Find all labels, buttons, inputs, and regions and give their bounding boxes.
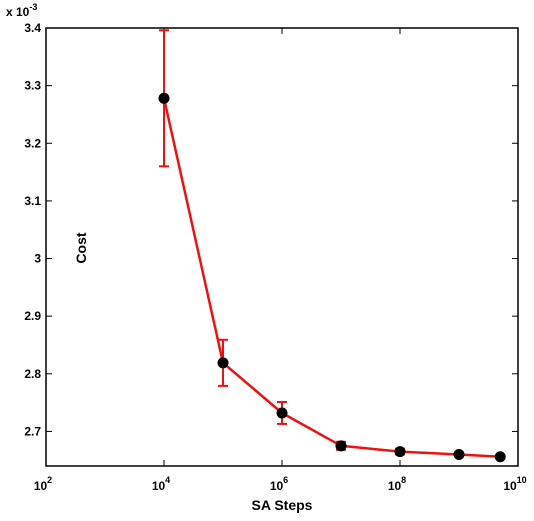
data-point xyxy=(335,440,347,452)
y-tick-label: 3.4 xyxy=(24,21,41,35)
plot-area-frame xyxy=(45,27,519,467)
x-axis-ticks: 102 104 106 108 1010 xyxy=(34,28,527,493)
y-tick-label: 2.9 xyxy=(24,309,41,323)
series-group xyxy=(158,29,506,463)
y-axis-label: Cost xyxy=(73,232,89,263)
y-tick-label: 3.2 xyxy=(24,136,41,150)
y-tick-label: 2.8 xyxy=(24,367,41,381)
x-tick-label: 1010 xyxy=(503,475,526,493)
x-tick-label: 102 xyxy=(34,475,52,493)
x-tick-label: 106 xyxy=(270,475,288,493)
data-point xyxy=(394,446,406,458)
y-tick-label: 3.1 xyxy=(24,194,41,208)
series-line xyxy=(162,98,501,459)
data-point xyxy=(494,451,506,463)
data-point xyxy=(276,407,288,419)
y-tick-label: 3.3 xyxy=(24,79,41,93)
data-point xyxy=(453,448,465,460)
data-point xyxy=(217,357,229,369)
y-tick-label: 3 xyxy=(34,252,41,266)
y-tick-label: 2.7 xyxy=(24,424,41,438)
data-point xyxy=(158,92,170,104)
x-axis-label: SA Steps xyxy=(252,497,313,513)
y-axis-ticks: 2.7 2.8 2.9 3 3.1 3.2 3.3 3.4 xyxy=(24,21,518,438)
x-tick-label: 108 xyxy=(388,475,406,493)
x-tick-label: 104 xyxy=(152,475,170,493)
y-axis-multiplier: x 10-3 xyxy=(6,2,37,19)
